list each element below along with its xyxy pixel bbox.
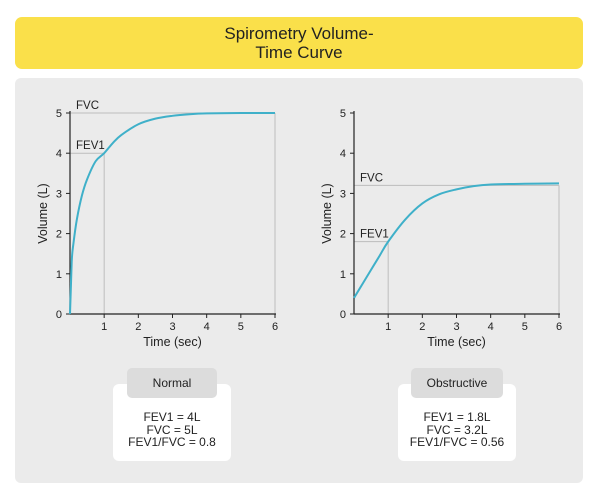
obstructive-fev1-text: FEV1 = 1.8L	[423, 410, 491, 424]
normal-ratio-text: FEV1/FVC = 0.8	[128, 435, 216, 449]
x-axis-label: Time (sec)	[143, 335, 202, 349]
x-tick-label: 3	[169, 321, 175, 333]
y-tick-label: 0	[56, 309, 62, 321]
x-tick-label: 4	[488, 321, 494, 333]
y-axis-label: Volume (L)	[320, 183, 334, 243]
y-tick-label: 4	[340, 148, 346, 160]
obstructive-label-tag: Obstructive	[411, 368, 503, 398]
normal-chart: 0 1 2 3 4 5 1 2 3 4 5 6 Time (sec) Volume (L) FVC FEV1	[36, 100, 278, 349]
fev1-annotation: FEV1	[360, 229, 389, 241]
x-tick-label: 1	[385, 321, 391, 333]
y-axis-label: Volume (L)	[36, 183, 50, 243]
volume-curve	[69, 111, 276, 315]
obstructive-fvc-text: FVC = 3.2L	[426, 422, 488, 437]
fvc-annotation: FVC	[360, 172, 383, 184]
y-tick-label: 0	[340, 309, 346, 321]
y-tick-label: 1	[56, 269, 62, 281]
x-tick-label: 3	[453, 321, 459, 333]
x-tick-label: 1	[101, 321, 107, 333]
normal-label-tag: Normal	[127, 368, 217, 398]
y-tick-label: 2	[340, 229, 346, 241]
fvc-annotation: FVC	[76, 100, 99, 112]
y-tick-label: 5	[56, 108, 62, 120]
y-tick-label: 3	[56, 188, 62, 200]
x-tick-label: 2	[135, 321, 141, 333]
x-tick-label: 6	[556, 321, 562, 333]
volume-curve	[353, 182, 560, 299]
title-banner: Spirometry Volume- Time Curve	[15, 17, 583, 69]
normal-fev1-text: FEV1 = 4L	[143, 410, 201, 424]
x-tick-label: 4	[204, 321, 210, 333]
y-tick-label: 3	[340, 188, 346, 200]
obstructive-chart: 0 1 2 3 4 5 1 2 3 4 5 6 Time (sec) Volume (L) FVC FEV1	[320, 108, 562, 349]
title-line-2: Time Curve	[255, 43, 343, 62]
x-tick-label: 5	[238, 321, 244, 333]
x-axis-label: Time (sec)	[427, 335, 486, 349]
normal-fvc-text: FVC = 5L	[146, 422, 198, 437]
x-tick-label: 2	[419, 321, 425, 333]
x-tick-label: 5	[522, 321, 528, 333]
y-tick-label: 2	[56, 229, 62, 241]
y-tick-label: 5	[340, 108, 346, 120]
fev1-annotation: FEV1	[76, 140, 105, 152]
title-line-1: Spirometry Volume-	[224, 24, 374, 43]
x-tick-label: 6	[272, 321, 278, 333]
y-tick-label: 1	[340, 269, 346, 281]
y-tick-label: 4	[56, 148, 62, 160]
obstructive-ratio-text: FEV1/FVC = 0.56	[409, 435, 505, 449]
